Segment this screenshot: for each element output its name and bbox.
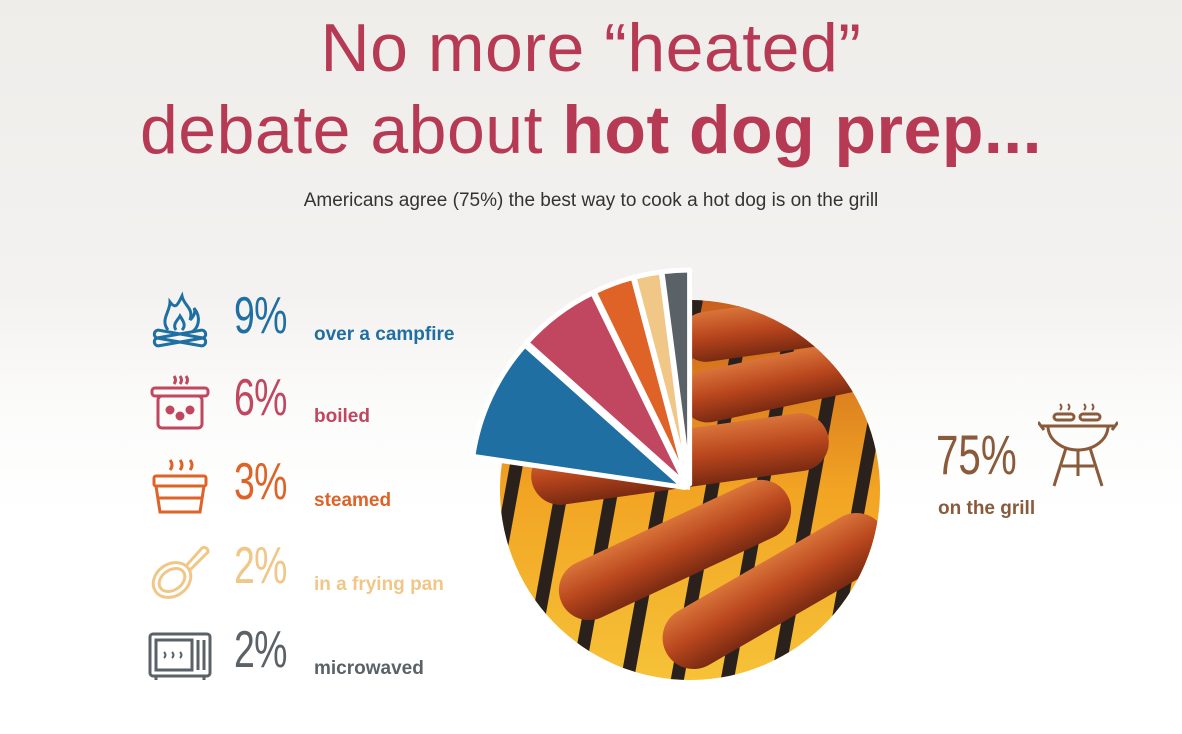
grill-percent: 75% xyxy=(936,423,1017,486)
legend-percent: 6% xyxy=(234,369,287,427)
title-plain: debate about xyxy=(139,92,563,168)
legend-item-microwave: 2% microwaved xyxy=(148,621,508,692)
grill-icon xyxy=(1038,403,1118,487)
legend-label: boiled xyxy=(314,406,370,427)
legend-percent: 3% xyxy=(234,453,287,511)
legend-label: microwaved xyxy=(314,658,424,679)
legend-label: steamed xyxy=(314,490,392,511)
legend-item-campfire: 9% over a campfire xyxy=(148,287,508,358)
pot-icon xyxy=(150,375,210,430)
title-bold: hot dog prep... xyxy=(562,92,1043,168)
legend-label: over a campfire xyxy=(314,324,455,345)
legend-percent: 9% xyxy=(234,287,287,345)
legend-item-steamed: 3% steamed xyxy=(148,453,508,524)
steamer-icon xyxy=(152,459,208,514)
title-line-1: No more “heated” xyxy=(320,10,862,86)
grill-label: on the grill xyxy=(938,498,1036,519)
pie-slice-over-a-campfire xyxy=(470,342,688,490)
title-line-2: debate about hot dog prep... xyxy=(0,96,1182,164)
pie-slice-boiled xyxy=(524,290,689,488)
legend-label: in a frying pan xyxy=(314,574,444,595)
legend-item-boiled: 6% boiled xyxy=(148,369,508,440)
legend-item-frying-pan: 2% in a frying pan xyxy=(148,537,508,608)
legend-percent: 2% xyxy=(234,621,287,679)
frying-pan-icon xyxy=(151,545,210,599)
microwave-icon xyxy=(148,632,212,680)
legend-percent: 2% xyxy=(234,537,287,595)
subtitle: Americans agree (75%) the best way to co… xyxy=(303,190,879,211)
campfire-icon xyxy=(152,291,208,348)
